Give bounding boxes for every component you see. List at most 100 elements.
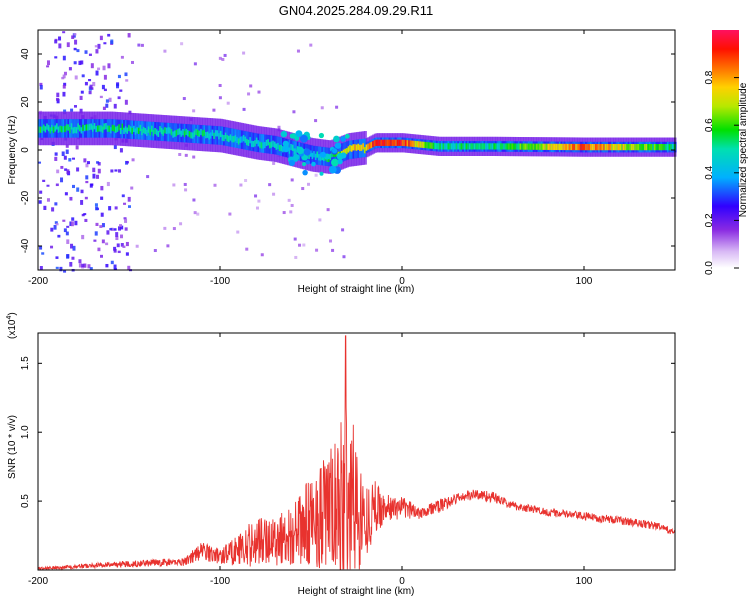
spectrogram-ridge-core	[630, 144, 634, 151]
spectrogram-ridge-core	[62, 126, 66, 133]
spectrogram-ridge-core	[173, 130, 177, 137]
spectrogram-ridge-core	[93, 123, 97, 130]
spectrogram-ridge-core	[626, 144, 629, 151]
spectrogram-noise-cell	[55, 266, 59, 269]
spectrogram-ridge-core	[182, 129, 185, 136]
spectrogram-ridge-core	[496, 143, 500, 150]
spectrogram-noise-cell	[81, 263, 85, 268]
spectrogram-ridge-core	[106, 125, 110, 132]
spectrogram-ridge-core	[650, 144, 654, 151]
spectrogram-ridge-core	[606, 144, 609, 151]
snr-y-ticks: 0.5 1.0 1.5	[20, 356, 675, 508]
spectrogram-ridge-core	[157, 130, 161, 137]
spectrogram-ridge-core	[213, 132, 216, 139]
spectrogram-ridge-core	[111, 124, 115, 131]
spectrogram-blob	[319, 151, 327, 158]
spectrogram-ridge-core	[188, 131, 192, 138]
spectrogram-ridge-core	[170, 129, 174, 136]
spectrogram-noise-cell	[102, 65, 106, 71]
spectrogram-noise-cell	[236, 230, 240, 234]
snr-y-tick-label: 0.5	[20, 494, 31, 508]
spectrogram-ridge-core	[462, 143, 465, 150]
spectrogram-blob	[334, 142, 342, 149]
spectrogram-ridge-core	[580, 143, 583, 151]
spectrogram-noise-cell	[83, 158, 87, 163]
spectrogram-ridge-core	[65, 124, 69, 131]
spectrogram-ridge-core	[558, 143, 562, 151]
snr-x-tick-label: -100	[210, 576, 230, 587]
spectrogram-ridge-core	[129, 126, 133, 133]
spectrogram-ridge-core	[493, 143, 496, 150]
spectrogram-ridge-core	[74, 126, 77, 134]
spectrogram-ridge-core	[265, 139, 269, 147]
spectrogram-ridge-core	[147, 126, 151, 133]
spectrogram-ridge-core	[46, 123, 49, 130]
spectrogram-ridge-core	[413, 140, 416, 148]
spectrogram-ridge-core	[221, 134, 224, 141]
spectrogram-ridge-core	[377, 139, 380, 146]
spectrogram-ridge-core	[416, 141, 419, 148]
spectrogram-noise-cell	[46, 198, 50, 202]
spectrogram-blob	[295, 130, 303, 138]
spectrogram-ridge-core	[452, 143, 455, 150]
spectrogram-ridge-core	[563, 143, 567, 151]
spectrogram-ridge-core	[442, 143, 446, 150]
spectrogram-ridge-core	[399, 139, 403, 146]
spectrogram-ridge-core	[653, 144, 657, 151]
spectrogram-noise-cell	[97, 168, 101, 174]
spectrogram-noise-cell	[54, 156, 58, 161]
spectrogram-noise-cell	[63, 155, 67, 160]
spectrogram-ridge-core	[134, 128, 138, 135]
spectrogram-noise-cell	[84, 50, 88, 54]
spectrogram-noise-cell	[116, 83, 120, 89]
spectrogram-ridge-core	[603, 144, 606, 151]
spectrogram-noise-cell	[71, 256, 75, 260]
spectrogram-blob	[328, 165, 337, 174]
spectrogram-noise-cell	[223, 53, 227, 57]
spectrogram-y-tick-label: 20	[20, 96, 31, 108]
spectrogram-ridge-core	[473, 143, 477, 150]
spectrogram-noise-cell	[84, 81, 88, 86]
spectrogram-noise-cell	[298, 243, 302, 247]
spectrogram-noise-cell	[96, 174, 100, 179]
spectrogram-ridge-core	[118, 124, 121, 131]
spectrogram-noise-cell	[107, 33, 111, 37]
spectrogram-ridge-core	[77, 123, 80, 130]
spectrogram-noise-cell	[255, 206, 259, 210]
spectrogram-noise-cell	[79, 108, 83, 114]
spectrogram-noise-cell	[85, 180, 89, 184]
spectrogram-ridge-core	[331, 151, 334, 158]
spectrogram-ridge-core	[291, 144, 295, 151]
spectrogram-noise-cell	[182, 97, 186, 101]
spectrogram-ridge-core	[457, 143, 460, 150]
spectrogram-ridge-core	[439, 143, 442, 150]
snr-line	[37, 335, 676, 571]
spectrogram-noise-cell	[108, 206, 112, 211]
snr-y-scale-exp: 4	[6, 316, 13, 320]
spectrogram-blob	[282, 140, 289, 147]
spectrogram-ridge-core	[557, 143, 560, 151]
spectrogram-ridge-core	[470, 143, 473, 150]
spectrogram-ridge-core	[481, 143, 485, 150]
spectrogram-ridge-core	[665, 144, 668, 151]
spectrogram-ridge-core	[421, 141, 424, 148]
spectrogram-ridge-core	[244, 136, 247, 143]
spectrogram-noise-cell	[99, 254, 103, 258]
spectrogram-ridge-core	[604, 144, 608, 151]
spectrogram-noise-cell	[65, 231, 69, 236]
spectrogram-ridge-core	[314, 153, 318, 160]
spectrogram-ridge-core	[534, 143, 537, 150]
spectrogram-noise-cell	[109, 228, 113, 231]
spectrogram-noise-cell	[42, 179, 46, 182]
spectrogram-noise-cell	[118, 169, 122, 173]
spectrogram-y-tick-label: -20	[20, 190, 31, 205]
spectrogram-ridge-core	[242, 134, 246, 142]
spectrogram-noise-cell	[192, 155, 196, 159]
spectrogram-noise-cell	[105, 263, 109, 268]
spectrogram-noise-cell	[103, 88, 107, 92]
spectrogram-x-tick-label: -100	[210, 276, 230, 287]
spectrogram-ridge-core	[468, 143, 472, 150]
spectrogram-noise-cell	[46, 184, 50, 187]
spectrogram-ridge-core	[249, 137, 252, 144]
